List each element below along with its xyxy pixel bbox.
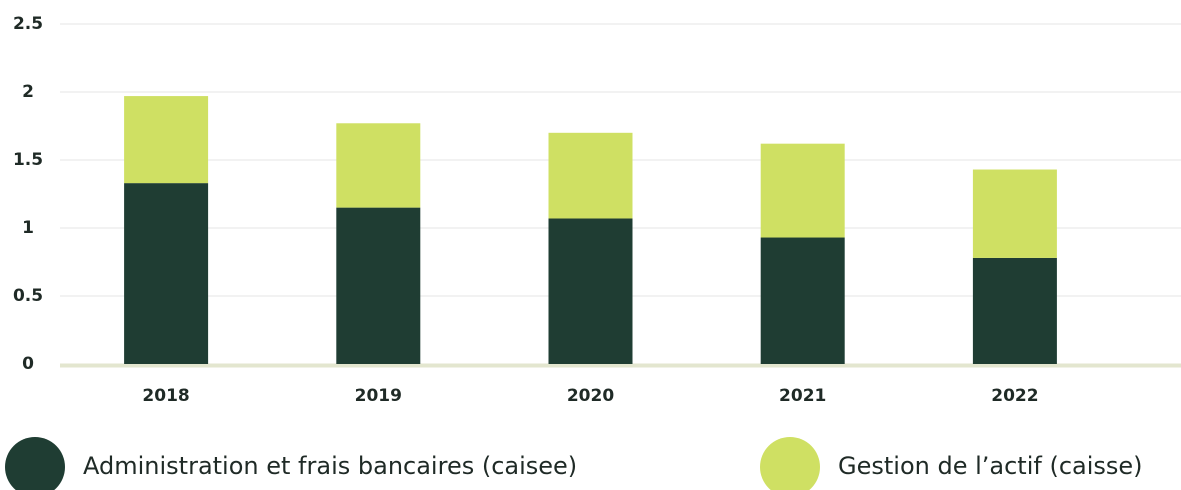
x-tick-label: 2020 <box>567 386 614 406</box>
bar-segment <box>972 257 1057 364</box>
legend-swatch <box>760 437 820 490</box>
bar-segment <box>760 237 845 364</box>
legend-swatch <box>5 437 65 490</box>
bar-segment <box>548 218 633 364</box>
bar-segment <box>124 96 209 184</box>
y-tick-label: 1 <box>22 218 34 238</box>
x-tick-label: 2019 <box>355 386 402 406</box>
bar-segment <box>548 132 633 219</box>
bar-segment <box>124 183 209 364</box>
bar-segment <box>336 207 421 364</box>
legend-label: Gestion de l’actif (caisse) <box>838 452 1143 480</box>
x-tick-label: 2021 <box>779 386 826 406</box>
y-tick-label: 0.5 <box>13 286 43 306</box>
y-tick-label: 0 <box>22 354 34 374</box>
y-tick-label: 2 <box>22 82 34 102</box>
legend-label: Administration et frais bancaires (caise… <box>83 452 577 480</box>
x-tick-label: 2022 <box>991 386 1038 406</box>
bar-segment <box>972 169 1057 258</box>
x-tick-label: 2018 <box>142 386 189 406</box>
bar-segment <box>760 143 845 238</box>
y-tick-label: 1.5 <box>13 150 43 170</box>
y-tick-label: 2.5 <box>13 14 43 34</box>
bar-segment <box>336 123 421 208</box>
